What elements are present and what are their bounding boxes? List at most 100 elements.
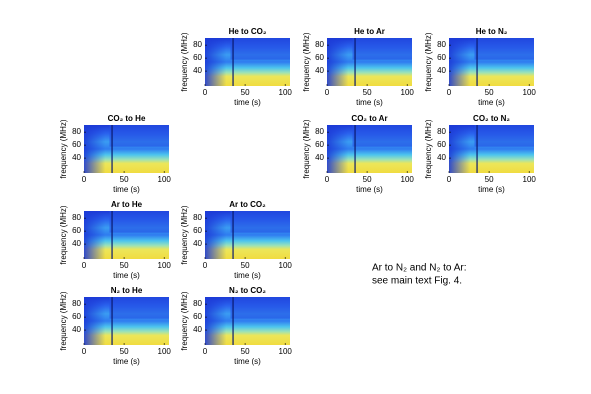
panel-title: He to Ar (354, 27, 385, 36)
x-axis-label: time (s) (234, 357, 261, 366)
panel: He to CO₂ 40 60 80 0 50 100 time (s) frequency (… (180, 27, 292, 107)
x-axis-label: time (s) (356, 185, 383, 194)
x-axis-label: time (s) (234, 271, 261, 280)
x-tick-label: 0 (203, 88, 208, 97)
spectrogram-shade (352, 125, 412, 147)
x-tick-label: 50 (485, 175, 494, 184)
y-tick-label: 40 (72, 325, 81, 334)
y-axis-label: frequency (MHz) (424, 119, 433, 178)
annotation: see main text Fig. 4. (372, 276, 462, 287)
panel: CO₂ to Ar 40 60 80 0 50 100 time (s) frequency (… (302, 114, 414, 194)
y-tick-label: 60 (315, 140, 324, 149)
x-tick-label: 50 (241, 347, 250, 356)
x-tick-label: 50 (241, 88, 250, 97)
y-axis-label: frequency (MHz) (180, 291, 189, 350)
x-tick-label: 0 (203, 347, 208, 356)
y-tick-label: 60 (72, 140, 81, 149)
x-tick-label: 50 (363, 175, 372, 184)
spectrogram-shade (474, 125, 534, 147)
x-axis-label: time (s) (113, 271, 140, 280)
x-tick-label: 100 (279, 347, 293, 356)
y-tick-label: 40 (72, 153, 81, 162)
y-tick-label: 60 (437, 53, 446, 62)
spectrogram-shade (352, 38, 412, 60)
x-tick-label: 0 (325, 88, 330, 97)
y-tick-label: 80 (193, 40, 202, 49)
x-tick-label: 50 (241, 261, 250, 270)
x-tick-label: 0 (447, 88, 452, 97)
panel: N₂ to He 40 60 80 0 50 100 time (s) frequency (M… (59, 286, 171, 366)
y-tick-label: 40 (193, 66, 202, 75)
y-axis-label: frequency (MHz) (59, 119, 68, 178)
y-tick-label: 40 (437, 153, 446, 162)
y-tick-label: 80 (315, 127, 324, 136)
y-tick-label: 60 (437, 140, 446, 149)
x-tick-label: 100 (279, 88, 293, 97)
y-tick-label: 80 (437, 40, 446, 49)
y-axis-label: frequency (MHz) (59, 291, 68, 350)
y-tick-label: 40 (193, 325, 202, 334)
panel: He to N₂ 40 60 80 0 50 100 time (s) frequency (M… (424, 27, 536, 107)
y-tick-label: 60 (193, 53, 202, 62)
x-tick-label: 0 (447, 175, 452, 184)
x-tick-label: 50 (120, 347, 129, 356)
x-tick-label: 100 (158, 261, 172, 270)
spectrogram-shade (230, 297, 290, 319)
x-tick-label: 0 (82, 175, 87, 184)
y-tick-label: 60 (72, 226, 81, 235)
x-axis-label: time (s) (234, 98, 261, 107)
spectrogram-shade (109, 211, 169, 233)
spectrogram-shade (109, 297, 169, 319)
spectrogram-shade (230, 38, 290, 60)
y-axis-label: frequency (MHz) (424, 32, 433, 91)
y-tick-label: 80 (315, 40, 324, 49)
panel: N₂ to CO₂ 40 60 80 0 50 100 time (s) frequency (… (180, 286, 292, 366)
panel-title: Ar to CO₂ (229, 200, 266, 209)
y-tick-label: 60 (315, 53, 324, 62)
y-tick-label: 80 (193, 299, 202, 308)
panel-title: N₂ to He (111, 286, 143, 295)
x-axis-label: time (s) (356, 98, 383, 107)
x-tick-label: 50 (120, 261, 129, 270)
panel-title: He to CO₂ (229, 27, 267, 36)
y-tick-label: 40 (193, 239, 202, 248)
panel: He to Ar 40 60 80 0 50 100 time (s) frequency (M… (302, 27, 414, 107)
y-tick-label: 40 (315, 153, 324, 162)
panel: Ar to CO₂ 40 60 80 0 50 100 time (s) frequency (… (180, 200, 292, 280)
x-tick-label: 0 (82, 261, 87, 270)
x-tick-label: 100 (401, 175, 415, 184)
panel-title: N₂ to CO₂ (229, 286, 266, 295)
spectrogram-shade (474, 38, 534, 60)
x-tick-label: 50 (120, 175, 129, 184)
x-tick-label: 100 (279, 261, 293, 270)
y-axis-label: frequency (MHz) (302, 119, 311, 178)
x-tick-label: 100 (158, 347, 172, 356)
spectrogram-shade (109, 125, 169, 147)
panel-title: CO₂ to N₂ (473, 114, 510, 123)
y-axis-label: frequency (MHz) (302, 32, 311, 91)
y-tick-label: 60 (72, 312, 81, 321)
x-tick-label: 100 (401, 88, 415, 97)
y-tick-label: 80 (437, 127, 446, 136)
y-axis-label: frequency (MHz) (180, 32, 189, 91)
x-tick-label: 50 (363, 88, 372, 97)
panel: Ar to He 40 60 80 0 50 100 time (s) frequency (M… (59, 200, 171, 280)
x-tick-label: 0 (325, 175, 330, 184)
panel: CO₂ to He 40 60 80 0 50 100 time (s) frequency (… (59, 114, 171, 194)
y-tick-label: 40 (437, 66, 446, 75)
x-tick-label: 100 (523, 88, 537, 97)
annotation: Ar to N₂ and N₂ to Ar: (372, 263, 466, 274)
panel-title: He to N₂ (476, 27, 508, 36)
x-tick-label: 0 (82, 347, 87, 356)
x-axis-label: time (s) (113, 185, 140, 194)
panel: CO₂ to N₂ 40 60 80 0 50 100 time (s) frequency (… (424, 114, 536, 194)
x-axis-label: time (s) (113, 357, 140, 366)
y-axis-label: frequency (MHz) (180, 205, 189, 264)
x-axis-label: time (s) (478, 98, 505, 107)
panel-title: Ar to He (111, 200, 143, 209)
y-tick-label: 40 (72, 239, 81, 248)
x-tick-label: 50 (485, 88, 494, 97)
